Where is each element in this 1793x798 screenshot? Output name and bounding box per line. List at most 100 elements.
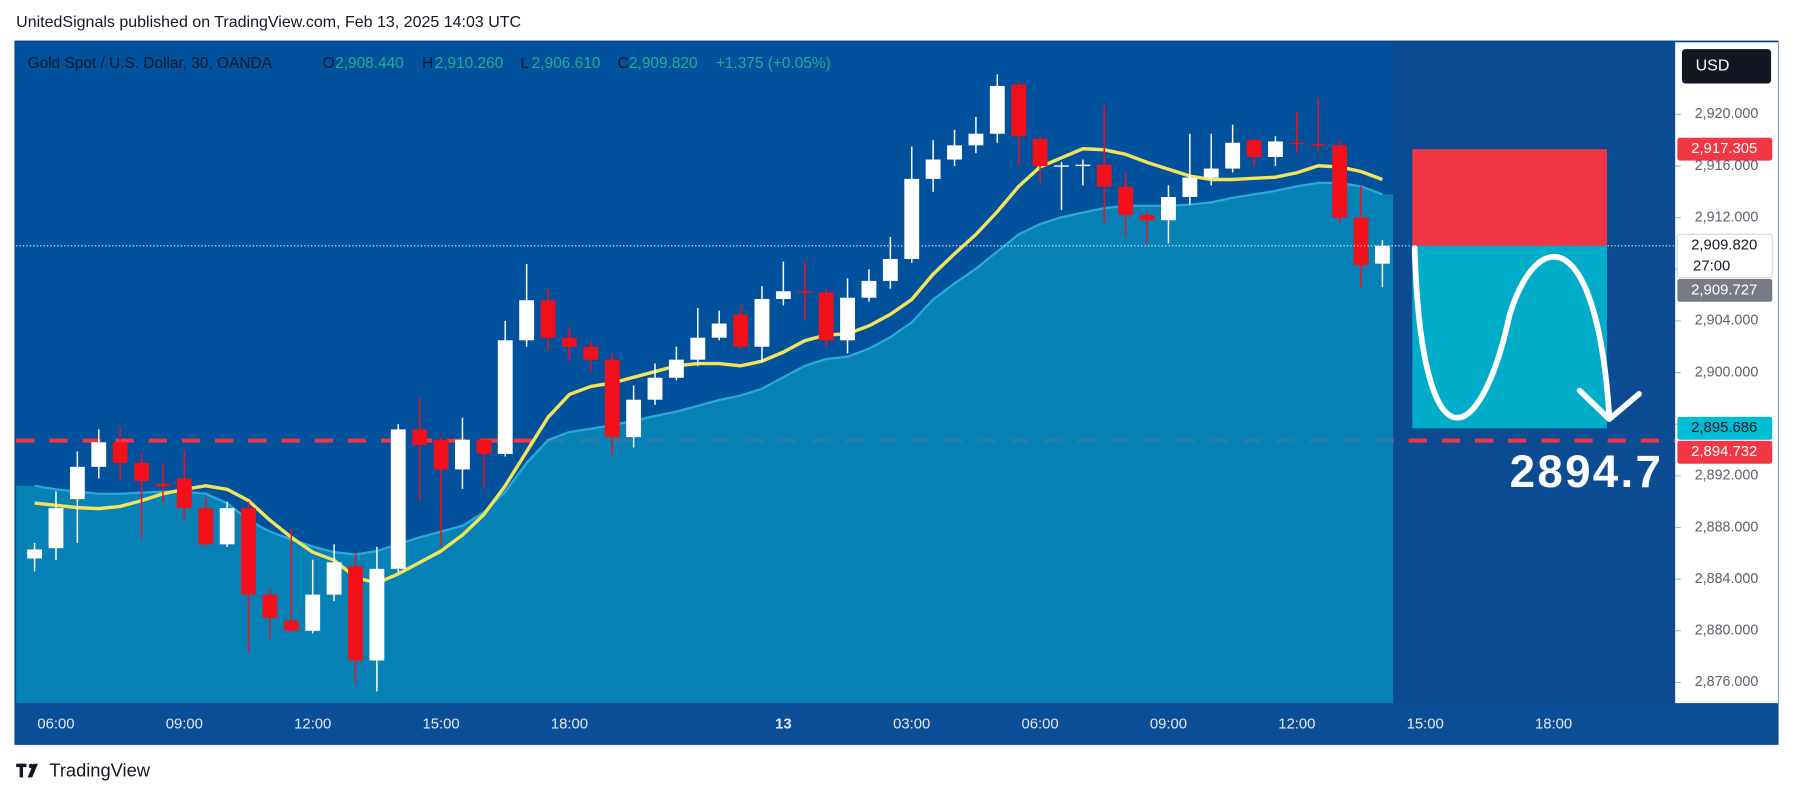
candle-body [818,292,834,341]
candle-body [455,439,470,470]
y-tick-label: 2,884.000 [1695,571,1759,587]
price-tag [1676,233,1773,279]
y-tick-label: 2,912.000 [1695,209,1759,225]
candle-body [326,562,342,595]
candle-body [711,323,727,338]
legend-value: 2,910.260 [435,55,504,72]
x-tick-label: 12:00 [294,717,331,733]
candle-body [561,337,577,347]
candle-body [775,291,791,299]
candle-body [476,439,492,454]
candle-body [583,346,599,360]
legend-key: H [422,55,433,72]
candle-body [1203,168,1219,178]
x-tick-label: 09:00 [166,717,203,733]
candle-body [262,594,278,618]
candle-body [733,314,749,347]
candle-body [198,508,214,545]
legend-key: C [618,55,629,72]
candle-body [1118,186,1134,216]
candle-body [1353,217,1369,266]
x-tick-label: 15:00 [422,717,459,733]
x-tick-label: 06:00 [37,717,74,733]
price-tag-label: 2,917.305 [1691,141,1757,157]
currency-button[interactable] [1681,49,1772,84]
legend-change: +1.375 (+0.05%) [716,55,831,72]
candle-body [1267,141,1283,157]
publish-info: UnitedSignals published on TradingView.c… [16,14,521,31]
x-tick-label: 03:00 [893,717,930,733]
candle-body [1182,177,1198,197]
candle-body [947,145,962,160]
price-tag-label: 2,894.732 [1691,444,1757,460]
x-tick-label: 15:00 [1407,717,1444,733]
candle-body [134,462,149,482]
stop-zone [1412,149,1608,246]
x-tick-label: 06:00 [1022,717,1059,733]
target-annotation: 2894.7 [1510,446,1664,497]
candle-body [112,442,128,463]
candle-body [412,429,428,445]
y-tick-label: 2,916.000 [1695,158,1759,174]
candle-body [348,566,363,661]
y-tick-label: 2,904.000 [1695,313,1759,329]
candle-body [1310,144,1326,146]
x-tick-label: 09:00 [1150,717,1187,733]
candle-body [968,133,984,146]
x-tick-label: 18:00 [551,717,588,733]
candle-body [497,340,513,454]
candle-body [904,178,920,259]
symbol-label: Gold Spot / U.S. Dollar, 30, OANDA [28,55,273,72]
candle-body [925,159,941,179]
candle-body [1096,164,1112,187]
legend-key: L [520,55,529,72]
candle-body [283,620,299,631]
candle-body [1032,138,1048,166]
candle-body [390,429,406,569]
y-tick-label: 2,880.000 [1695,623,1759,639]
x-tick-label: 18:00 [1535,717,1572,733]
candle-body [155,483,171,487]
candle-body [369,568,385,661]
price-tag [1677,416,1773,440]
brand-logo [16,763,38,778]
y-tick-label: 2,920.000 [1695,106,1759,122]
y-tick-label: 2,888.000 [1695,519,1759,535]
candles [27,74,1390,692]
candle-body [1246,140,1262,157]
plot: 2894.7 [16,42,1676,704]
legend-key: O [323,55,335,72]
y-tick-label: 2,900.000 [1695,364,1759,380]
y-tick-label: 2,876.000 [1695,674,1759,690]
x-tick-label: 12:00 [1278,717,1315,733]
candle-body [1332,145,1348,218]
price-tag [1677,137,1773,161]
candle-body [241,508,256,595]
candle-body [433,439,449,470]
candle-body [754,298,770,347]
candle-body [27,549,43,559]
price-tag-label: 2,909.820 [1691,238,1757,254]
candle-body [690,337,706,360]
forecast-arrowhead [1576,387,1642,422]
legend-value: 2,906.610 [532,55,601,72]
candle-body [989,85,1005,134]
ma-line [34,181,1383,556]
candle-body [48,508,64,549]
candle-body [1075,164,1091,167]
candle-body [626,399,642,438]
candle-body [540,300,556,338]
legend-value: 2,909.820 [629,55,698,72]
legend-value: 2,908.440 [335,55,404,72]
candle-body [305,594,321,631]
price-tag-label: 2,895.686 [1691,420,1757,436]
candle-body [519,300,535,341]
candle-body [1374,245,1390,264]
currency-label: USD [1696,58,1730,75]
price-tag-label: 2,909.727 [1691,282,1757,298]
forecast-arrow [1411,245,1613,421]
ma-line [34,147,1383,585]
y-tick-label: 2,892.000 [1695,468,1759,484]
